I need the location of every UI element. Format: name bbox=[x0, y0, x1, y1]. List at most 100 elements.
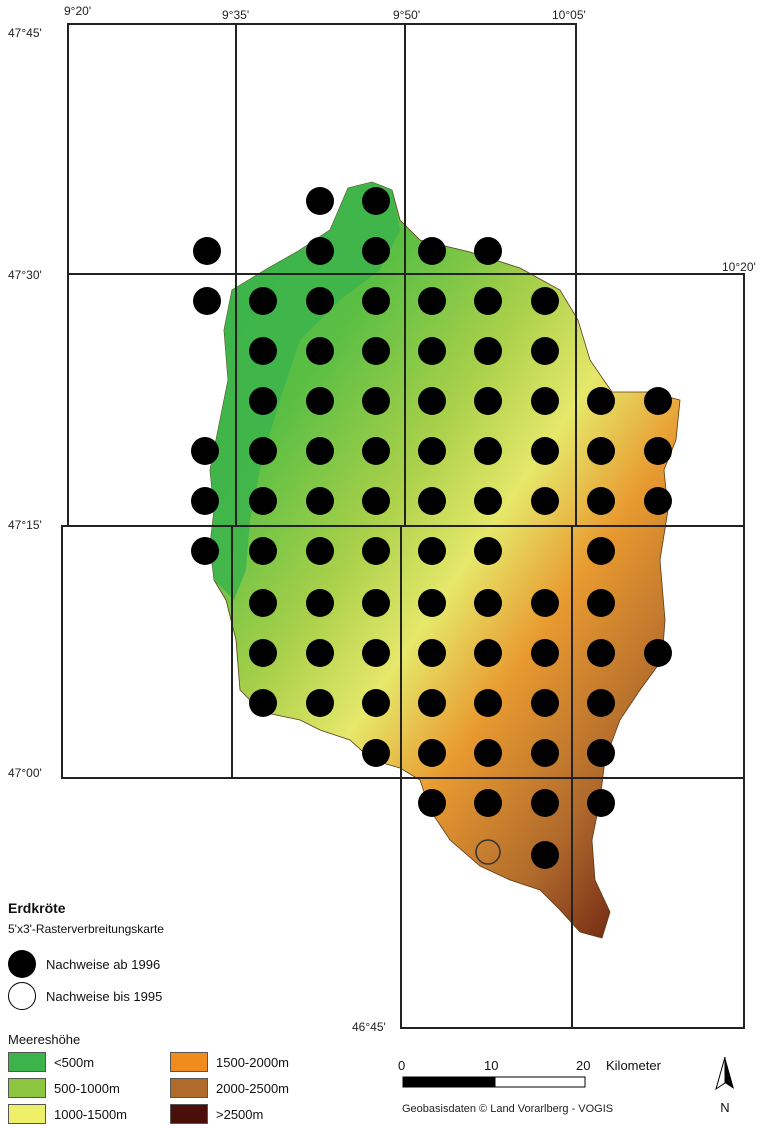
record-dot bbox=[362, 387, 390, 415]
record-dot bbox=[587, 789, 615, 817]
record-dot bbox=[306, 689, 334, 717]
elev-swatch-5 bbox=[170, 1078, 208, 1098]
record-dot bbox=[474, 487, 502, 515]
record-dot bbox=[249, 589, 277, 617]
legend-subtitle: 5'x3'-Rasterverbreitungskarte bbox=[8, 922, 164, 936]
record-dot bbox=[191, 537, 219, 565]
legend-before-1995-label: Nachweise bis 1995 bbox=[46, 988, 163, 1004]
record-dot bbox=[587, 387, 615, 415]
record-dot bbox=[362, 739, 390, 767]
legend-before-1995: Nachweise bis 1995 bbox=[8, 982, 162, 1010]
record-dot bbox=[249, 537, 277, 565]
lon-label-2: 9°35' bbox=[222, 8, 250, 22]
record-dot bbox=[531, 739, 559, 767]
record-dot bbox=[474, 237, 502, 265]
record-dot bbox=[193, 237, 221, 265]
record-dot bbox=[191, 437, 219, 465]
record-dot bbox=[644, 437, 672, 465]
record-dot bbox=[474, 739, 502, 767]
record-dot bbox=[587, 487, 615, 515]
record-dot bbox=[587, 639, 615, 667]
record-dot bbox=[474, 639, 502, 667]
elev-label-6: >2500m bbox=[216, 1106, 264, 1122]
legend-after-1996-label: Nachweise ab 1996 bbox=[46, 956, 161, 972]
elev-swatch-1 bbox=[8, 1052, 46, 1072]
record-dot bbox=[587, 437, 615, 465]
elev-label-4: 1500-2000m bbox=[216, 1054, 289, 1070]
rhine-valley-lowland bbox=[210, 182, 400, 600]
north-arrow: N bbox=[710, 1055, 740, 1115]
coordinate-grid bbox=[61, 23, 745, 1029]
record-dot bbox=[249, 639, 277, 667]
lat-label-3: 47°15' bbox=[8, 518, 42, 532]
record-dot bbox=[191, 487, 219, 515]
record-dot bbox=[362, 187, 390, 215]
record-dot bbox=[418, 237, 446, 265]
record-dot bbox=[474, 537, 502, 565]
record-dot bbox=[418, 537, 446, 565]
scale-tick-0: 0 bbox=[398, 1058, 406, 1073]
record-dot bbox=[362, 689, 390, 717]
record-dot bbox=[306, 437, 334, 465]
elev-swatch-3 bbox=[8, 1104, 46, 1124]
elev-class-3: 1000-1500m bbox=[8, 1104, 127, 1124]
record-dot bbox=[474, 337, 502, 365]
record-dot bbox=[644, 387, 672, 415]
record-dot bbox=[474, 387, 502, 415]
elev-label-5: 2000-2500m bbox=[216, 1080, 289, 1096]
record-dot bbox=[531, 337, 559, 365]
record-dot bbox=[362, 337, 390, 365]
record-dot bbox=[474, 789, 502, 817]
lat-label-5: 46°45' bbox=[352, 1020, 386, 1034]
scale-unit: Kilometer bbox=[606, 1058, 661, 1073]
elevation-title: Meereshöhe bbox=[8, 1032, 81, 1047]
record-dot bbox=[362, 237, 390, 265]
record-dot bbox=[249, 487, 277, 515]
record-dot bbox=[306, 287, 334, 315]
region-relief bbox=[209, 181, 681, 939]
record-dot bbox=[531, 639, 559, 667]
record-dot bbox=[587, 739, 615, 767]
north-label: N bbox=[720, 1100, 730, 1115]
record-dot bbox=[362, 639, 390, 667]
elev-swatch-4 bbox=[170, 1052, 208, 1072]
open-record-circle bbox=[475, 839, 501, 865]
record-dot bbox=[193, 287, 221, 315]
record-dot bbox=[306, 187, 334, 215]
elev-class-4: 1500-2000m bbox=[170, 1052, 289, 1072]
black-dot-icon bbox=[8, 950, 36, 978]
record-dot bbox=[362, 537, 390, 565]
lat-label-1: 47°45' bbox=[8, 26, 42, 40]
record-dot bbox=[418, 689, 446, 717]
legend-title: Erdkröte bbox=[8, 900, 66, 916]
record-dot bbox=[474, 287, 502, 315]
record-dot bbox=[418, 589, 446, 617]
record-dot bbox=[531, 387, 559, 415]
record-dot bbox=[362, 589, 390, 617]
elev-class-6: >2500m bbox=[170, 1104, 263, 1124]
record-dot bbox=[531, 841, 559, 869]
record-dot bbox=[249, 287, 277, 315]
lon-label-4: 10°05' bbox=[552, 8, 586, 22]
record-dot bbox=[644, 639, 672, 667]
record-dot bbox=[531, 437, 559, 465]
record-dot bbox=[644, 487, 672, 515]
elev-swatch-6 bbox=[170, 1104, 208, 1124]
record-dot bbox=[418, 337, 446, 365]
record-dot bbox=[362, 487, 390, 515]
lon-label-1: 9°20' bbox=[64, 4, 92, 18]
record-dot bbox=[474, 689, 502, 717]
data-credit: Geobasisdaten © Land Vorarlberg - VOGIS bbox=[402, 1103, 614, 1115]
record-dot bbox=[587, 537, 615, 565]
legend-after-1996: Nachweise ab 1996 bbox=[8, 950, 160, 978]
record-dot bbox=[418, 739, 446, 767]
record-dot bbox=[306, 237, 334, 265]
record-dot bbox=[418, 437, 446, 465]
north-arrow-icon bbox=[715, 1056, 734, 1091]
record-dot bbox=[306, 589, 334, 617]
record-dot bbox=[249, 437, 277, 465]
record-dot bbox=[418, 287, 446, 315]
elev-class-5: 2000-2500m bbox=[170, 1078, 289, 1098]
elev-class-2: 500-1000m bbox=[8, 1078, 120, 1098]
record-dot bbox=[418, 487, 446, 515]
